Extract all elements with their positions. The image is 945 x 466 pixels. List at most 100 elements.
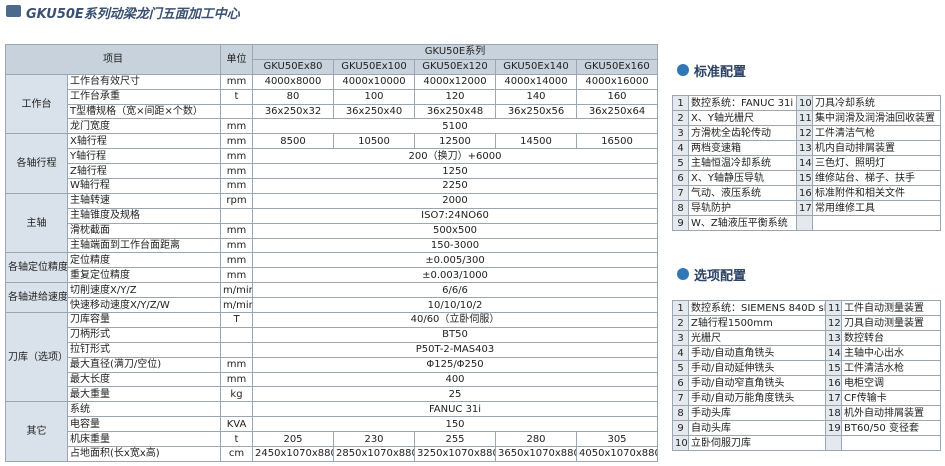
unit-cell: t — [220, 88, 253, 105]
spec-table: 项目 单位 GKU50E系列 GKU50Ex80 GKU50Ex100 GKU50Ex12… — [5, 44, 659, 462]
model-cell: GKU50Ex140 — [495, 58, 577, 75]
item-text: 刀具冷却系统 — [812, 95, 941, 111]
item-number: 5 — [672, 360, 689, 376]
model-cell: GKU50Ex100 — [333, 58, 415, 75]
header-row: 项目 单位 GKU50E系列 — [5, 44, 659, 75]
item-number: 6 — [672, 170, 689, 186]
standard-heading: 标准配置 — [694, 65, 747, 80]
item-cell: 主轴端面到工作台面距离 — [67, 237, 221, 254]
spec-row: 各轴定位精度 定位精度 mm ±0.005/300 — [5, 252, 659, 284]
unit-cell: T — [220, 312, 253, 328]
value-cell: 160 — [575, 88, 659, 105]
item-cell: Y轴行程 — [67, 148, 221, 165]
unit-cell: mm — [220, 178, 253, 194]
item-text: 气动、液压系统 — [688, 185, 797, 201]
value-cell: 205 — [252, 431, 334, 448]
value-cell: 4050x1070x880 — [575, 446, 659, 462]
value-cell: 36x250x40 — [333, 103, 415, 120]
item-cell: 机床重量 — [67, 431, 221, 448]
config-row: 2 X、Y轴光栅尺 11 集中润滑及润滑油回收装置 — [672, 110, 941, 126]
item-number: 11 — [796, 110, 813, 126]
item-cell: 刀库容量 — [67, 312, 221, 328]
unit-cell: mm — [220, 148, 253, 165]
value-cell: 280 — [495, 431, 577, 448]
spec-row: 占地面积(长x宽x高) cm 2450x1070x880 2850x1070x880 3… — [6, 446, 659, 462]
spec-row: Z轴行程 mm 1250 — [6, 163, 659, 180]
item-text: 工件清洁气枪 — [812, 125, 941, 141]
value-cell: ±0.005/300 — [251, 252, 659, 269]
item-text — [841, 435, 941, 451]
value-cell: 3250x1070x880 — [414, 446, 496, 462]
item-text: 光栅尺 — [688, 330, 826, 346]
value-cell: 100 — [333, 88, 415, 105]
group-cell: 各轴行程 — [5, 133, 68, 194]
item-text: 手动/自动窄直角铣头 — [688, 375, 826, 391]
item-text: 立卧伺服刀库 — [688, 435, 826, 451]
item-text: 电柜空调 — [841, 375, 941, 391]
spec-row: 各轴进给速度 切削速度X/Y/Z m/min 6/6/6 — [5, 282, 659, 314]
item-number: 3 — [672, 125, 689, 141]
unit-cell: m/min — [220, 282, 253, 299]
spec-row: 最大重量 kg 25 — [6, 386, 659, 403]
unit-cell: mm — [220, 118, 253, 135]
item-number: 14 — [796, 155, 813, 171]
spec-row: 其它 系统 FANUC 31i — [5, 401, 659, 462]
unit-cell: kg — [220, 386, 253, 403]
value-cell: 230 — [333, 431, 415, 448]
item-cell: 最大重量 — [67, 386, 221, 403]
item-number: 4 — [672, 345, 689, 361]
item-number: 7 — [672, 185, 689, 201]
unit-cell: cm — [220, 446, 253, 462]
item-text: 刀具自动测量装置 — [841, 315, 941, 331]
value-cell: 16500 — [575, 133, 659, 150]
unit-cell: mm — [220, 252, 253, 269]
item-number: 6 — [672, 375, 689, 391]
value-cell: 200（换刀）+6000 — [251, 148, 659, 165]
item-number: 11 — [825, 300, 842, 316]
unit-cell: mm — [220, 133, 253, 150]
unit-cell: mm — [220, 237, 253, 254]
value-cell: 305 — [575, 431, 659, 448]
spec-row: 快速移动速度X/Y/Z/W m/min 10/10/10/2 — [6, 297, 659, 314]
item-number: 18 — [825, 405, 842, 421]
item-number: 15 — [796, 170, 813, 186]
config-row: 9 自动头库 19 BT60/50 变径套 — [672, 420, 941, 436]
item-number: 2 — [672, 315, 689, 331]
spec-row: 刀柄形式 BT50 — [6, 326, 659, 343]
value-cell: 80 — [252, 88, 334, 105]
spec-row: 最大直径(满刀/空位) mm Φ125/Φ250 — [6, 356, 659, 373]
config-row: 8 手动头库 18 机外自动排屑装置 — [672, 405, 941, 421]
config-row: 7 手动/自动万能角度铣头 17 CF传输卡 — [672, 390, 941, 406]
item-number: 12 — [796, 125, 813, 141]
item-text: 手动/自动直角铣头 — [688, 345, 826, 361]
value-cell: 14500 — [495, 133, 577, 150]
value-cell: 4000x12000 — [414, 73, 496, 90]
spec-row: 刀库（选项） 刀库容量 T 40/60（立卧伺服） — [5, 312, 659, 403]
value-cell: 10/10/10/2 — [251, 297, 659, 314]
value-cell: 6/6/6 — [251, 282, 659, 299]
item-cell: 重复定位精度 — [67, 267, 221, 284]
group-cell: 各轴进给速度 — [5, 282, 68, 314]
header-cell: 项目 — [5, 44, 221, 75]
spec-row: 主轴 主轴转速 rpm 2000 — [5, 192, 659, 254]
item-number: 19 — [825, 420, 842, 436]
model-cell: GKU50Ex120 — [414, 58, 496, 75]
value-cell: 150 — [251, 416, 659, 433]
item-text: 手动/自动万能角度铣头 — [688, 390, 826, 406]
config-row: 3 方滑枕全齿轮传动 12 工件清洁气枪 — [672, 125, 941, 141]
value-cell: 8500 — [252, 133, 334, 150]
group-cell: 工作台 — [5, 73, 68, 135]
item-text: 数控系统：FANUC 31i — [688, 95, 797, 111]
item-number: 9 — [672, 420, 689, 436]
unit-cell: mm — [220, 267, 253, 284]
item-text: 数控转台 — [841, 330, 941, 346]
item-cell: 占地面积(长x宽x高) — [67, 446, 221, 462]
config-row: 9 W、Z轴液压平衡系统 — [672, 215, 941, 231]
item-text: BT60/50 变径套 — [841, 420, 941, 436]
item-number: 1 — [672, 300, 689, 316]
value-cell: 4000x14000 — [495, 73, 577, 90]
item-number: 5 — [672, 155, 689, 171]
group-cell: 主轴 — [5, 192, 68, 254]
item-text: 标准附件和相关文件 — [812, 185, 941, 201]
unit-cell: m/min — [220, 297, 253, 314]
